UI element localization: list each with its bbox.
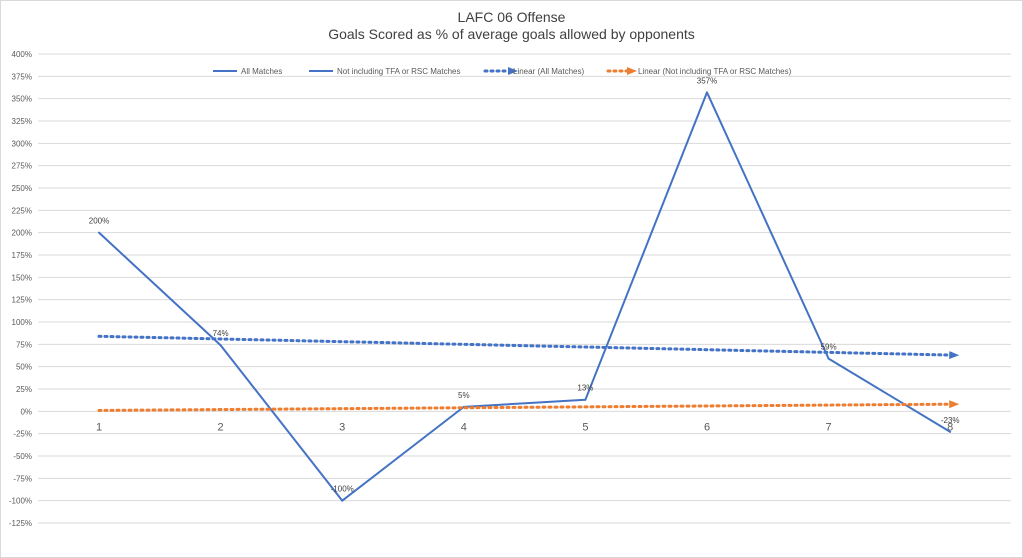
- data-label: 59%: [821, 343, 837, 352]
- y-tick-label: 100%: [12, 318, 32, 327]
- data-point: [706, 91, 708, 94]
- series-line-0: [98, 91, 951, 502]
- y-tick-label: 300%: [12, 139, 32, 148]
- y-tick-label: -25%: [13, 430, 32, 439]
- trendline-3: [97, 400, 960, 412]
- y-tick-label: 350%: [12, 95, 32, 104]
- y-tick-label: 175%: [12, 251, 32, 260]
- x-tick-label: 8: [947, 421, 953, 433]
- data-label: -100%: [331, 485, 354, 494]
- data-label: 5%: [458, 391, 470, 400]
- y-tick-label: -100%: [9, 497, 32, 506]
- y-tick-label: 125%: [12, 296, 32, 305]
- y-tick-label: -75%: [13, 474, 32, 483]
- y-tick-label: 25%: [16, 385, 32, 394]
- y-tick-label: 150%: [12, 273, 32, 282]
- data-label: 74%: [213, 329, 229, 338]
- data-point: [341, 499, 344, 502]
- data-label: 200%: [89, 217, 109, 226]
- trendline-2: [97, 334, 960, 360]
- data-label: 357%: [697, 76, 717, 85]
- x-tick-label: 2: [218, 421, 224, 433]
- x-tick-label: 6: [704, 421, 710, 433]
- chart-title: LAFC 06 Offense: [457, 9, 566, 25]
- legend-entry-3: Linear (Not including TFA or RSC Matches…: [638, 67, 792, 76]
- x-tick-label: 4: [461, 421, 467, 433]
- y-tick-label: 375%: [12, 72, 32, 81]
- data-point: [98, 231, 100, 234]
- y-tick-label: -50%: [13, 452, 32, 461]
- y-tick-label: 325%: [12, 117, 32, 126]
- data-point: [949, 430, 952, 433]
- chart-subtitle: Goals Scored as % of average goals allow…: [328, 26, 695, 42]
- y-tick-label: 200%: [12, 229, 32, 238]
- data-label: 13%: [577, 384, 593, 393]
- chart-title-block: LAFC 06 Offense Goals Scored as % of ave…: [1, 9, 1022, 43]
- x-tick-label: 5: [582, 421, 588, 433]
- x-tick-label: 1: [96, 421, 102, 433]
- legend-entry-1: Not including TFA or RSC Matches: [337, 67, 460, 76]
- data-point: [584, 398, 587, 401]
- legend-entry-0: All Matches: [241, 67, 282, 76]
- x-tick-label: 3: [339, 421, 345, 433]
- y-tick-label: 275%: [12, 162, 32, 171]
- legend-entry-2: Linear (All Matches): [513, 67, 584, 76]
- y-tick-label: 250%: [12, 184, 32, 193]
- data-point: [827, 357, 830, 360]
- y-tick-label: 400%: [12, 50, 32, 59]
- y-tick-label: 50%: [16, 363, 32, 372]
- x-tick-label: 7: [826, 421, 832, 433]
- y-tick-label: 75%: [16, 340, 32, 349]
- data-label: -23%: [941, 416, 960, 425]
- y-tick-label: -125%: [9, 519, 32, 528]
- data-point: [219, 344, 222, 347]
- y-tick-label: 0%: [20, 407, 32, 416]
- y-tick-label: 225%: [12, 206, 32, 215]
